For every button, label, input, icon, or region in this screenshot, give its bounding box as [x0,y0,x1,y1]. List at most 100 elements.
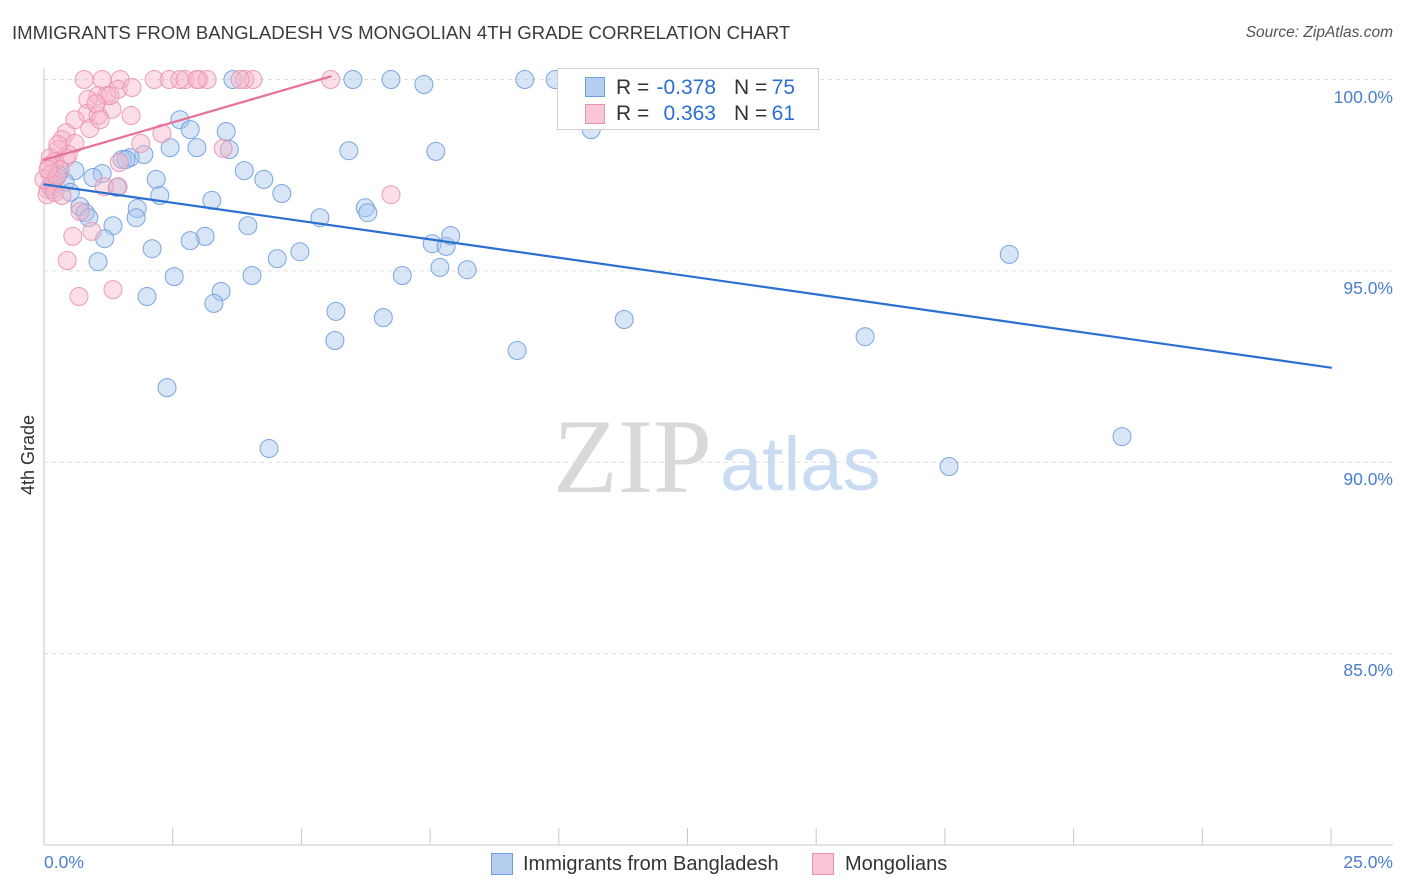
bangladesh-point [426,141,446,161]
legend-n-label: N = [734,102,768,125]
legend-swatch-bangladesh [585,77,605,97]
bangladesh-point [146,169,166,189]
series-legend-swatch-bangladesh [491,853,513,875]
mongolian-point [69,287,89,306]
mongolian-point [38,159,58,179]
bangladesh-point [507,341,527,360]
legend-r-label: R = [616,76,650,99]
mongolian-point [70,202,90,221]
mongolian-point [321,70,341,89]
bangladesh-point [88,252,108,272]
mongolian-point [52,186,72,205]
bangladesh-point [290,242,310,262]
bangladesh-point [414,75,434,94]
legend-r-value-bangladesh: -0.378 [656,76,716,99]
legend-n-value-mongolians: 61 [771,102,795,125]
mongolian-point [65,133,85,153]
bangladesh-point [457,260,477,280]
bangladesh-point [180,120,200,140]
watermark-zip: ZIP [553,398,712,515]
source-note: Source: ZipAtlas.com [1245,24,1393,41]
bangladesh-point [259,439,279,458]
legend-n-label: N = [734,76,768,99]
mongolian-point [103,280,123,300]
mongolian-point [109,153,129,172]
bangladesh-point [343,70,363,89]
series-legend-label-mongolians: Mongolians [845,853,948,875]
mongolian-point [187,70,207,89]
bangladesh-point [254,169,274,189]
y-axis-label: 4th Grade [18,414,38,496]
mongolian-point [121,106,141,125]
mongolian-point [230,70,250,89]
bangladesh-point [134,145,154,164]
legend-n-value-bangladesh: 75 [771,76,795,99]
bangladesh-point [126,208,146,228]
bangladesh-point [441,226,461,246]
mongolian-point [65,110,85,130]
mongolian-point [82,221,102,241]
mongolian-point [131,133,151,153]
mongolian-trend-line [42,75,332,161]
mongolian-point [63,226,83,246]
mongolian-point [235,70,255,89]
bangladesh-point [219,140,239,159]
mongolian-point [159,70,179,89]
bangladesh-point [515,70,535,89]
series-legend-swatch-mongolians [812,853,834,875]
bangladesh-point [160,138,180,158]
mongolian-point [48,135,68,155]
legend-r-value-mongolians: 0.363 [663,102,716,125]
bangladesh-point [204,293,224,313]
bangladesh-point [180,231,200,251]
bangladesh-point [355,198,375,218]
bangladesh-point [238,216,258,236]
mongolian-point [57,251,77,270]
mongolian-point [74,70,94,89]
x-tick-label: 25.0% [1343,852,1393,872]
bangladesh-point [234,161,254,181]
series-legend-label-bangladesh: Immigrants from Bangladesh [523,853,779,875]
bangladesh-point [339,141,359,161]
bangladesh-point [999,244,1019,264]
bangladesh-point [358,203,378,223]
stats-legend: R = -0.378 N = 75 R = 0.363 N = 61 [557,68,819,130]
mongolian-point [243,70,263,89]
bangladesh-point [430,257,450,277]
bangladesh-point [381,70,401,89]
x-tick-label: 0.0% [44,852,84,872]
mongolian-point [122,78,142,97]
mongolian-point [86,94,106,114]
bangladesh-point [164,267,184,287]
trend-lines [42,75,1333,369]
bangladesh-point [211,282,231,301]
bangladesh-point [392,266,412,285]
legend-r-label: R = [616,102,650,125]
bangladesh-point [614,310,634,329]
bangladesh-point [325,331,345,350]
mongolian-point [170,70,190,89]
bangladesh-point [142,239,162,259]
bangladesh-point [187,138,207,158]
mongolian-point [381,185,401,205]
axes [43,68,1393,846]
mongolian-point [90,110,110,130]
mongolian-point [92,70,112,89]
bangladesh-point [373,308,393,328]
bangladesh-point [1112,427,1132,447]
bangladesh-point [216,122,236,141]
y-tick-label: 95.0% [1343,278,1393,298]
chart-title: IMMIGRANTS FROM BANGLADESH VS MONGOLIAN … [12,22,791,43]
mongolian-point [213,138,233,158]
bangladesh-point [267,249,287,269]
bangladesh-point [939,457,959,476]
bangladesh-point [326,301,346,321]
y-tick-label: 85.0% [1343,660,1393,680]
bangladesh-trend-line [42,183,1333,369]
bangladesh-point [855,327,875,347]
y-tick-label: 90.0% [1343,469,1393,489]
legend-swatch-mongolians [585,104,605,124]
bangladesh-point [137,287,157,306]
mongolian-point [94,177,114,197]
